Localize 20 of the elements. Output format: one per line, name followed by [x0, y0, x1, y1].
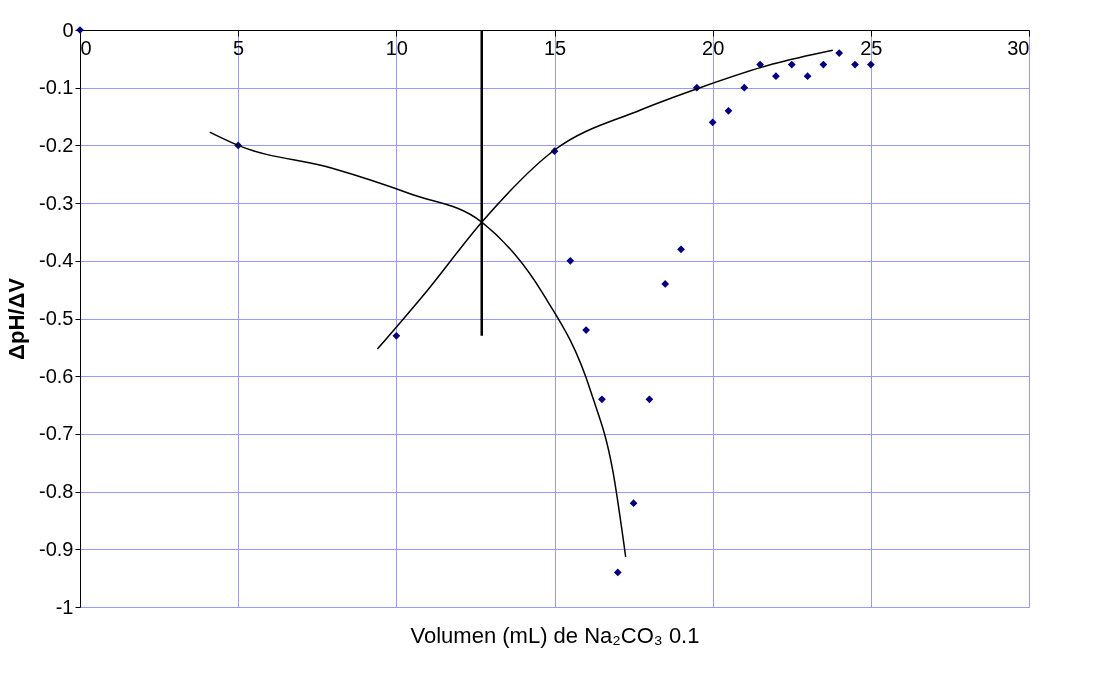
y-axis-title: ΔpH/ΔV — [4, 277, 30, 360]
y-tick-label: -0.2 — [39, 133, 74, 156]
y-tick-label: 0 — [62, 18, 74, 41]
y-tick-label: -0.9 — [39, 537, 74, 560]
y-tick-label: -0.6 — [39, 364, 74, 387]
x-tick-label: 5 — [233, 36, 245, 59]
y-tick-label: -0.3 — [39, 191, 74, 214]
x-tick-label: 30 — [1007, 36, 1030, 59]
x-tick-label: 15 — [543, 36, 567, 59]
x-tick-label: 10 — [385, 36, 408, 59]
y-tick-label: -0.7 — [39, 422, 74, 445]
y-tick-label: -0.8 — [39, 480, 74, 503]
x-axis-title: Volumen (mL) de Na₂CO₃ 0.1 — [410, 622, 700, 648]
y-tick-label: -0.4 — [39, 249, 74, 272]
x-tick-label: 20 — [702, 36, 725, 59]
x-tick-label: 25 — [860, 36, 883, 59]
x-tick-label: 0 — [80, 36, 92, 59]
y-tick-label: -1 — [55, 595, 74, 618]
y-tick-label: -0.5 — [39, 307, 74, 329]
y-tick-label: -0.1 — [39, 76, 74, 99]
